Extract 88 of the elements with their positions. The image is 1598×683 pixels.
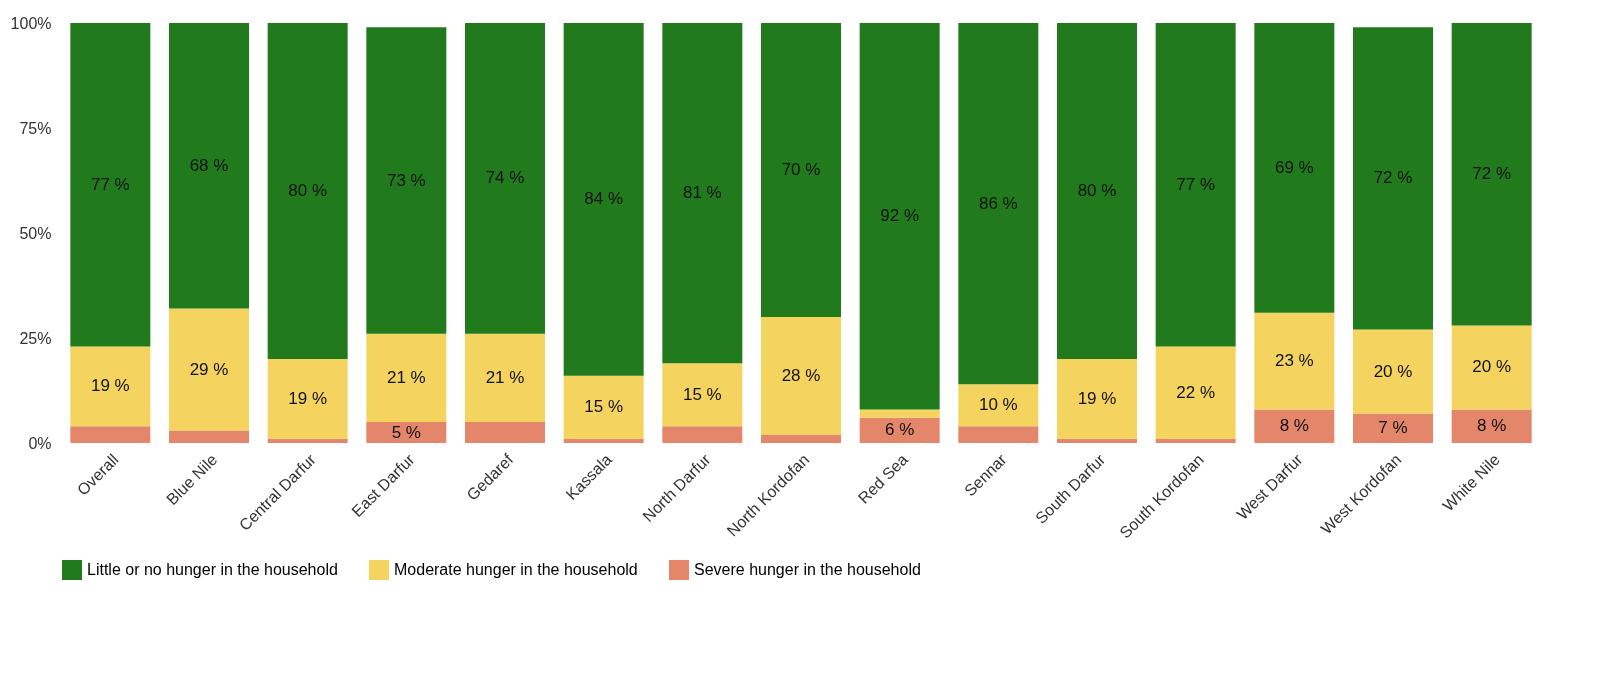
bar: [1254, 409, 1335, 443]
bar: [1353, 329, 1433, 414]
y-tick-label: 0%: [28, 434, 52, 452]
bar: [1451, 325, 1532, 410]
y-tick-label: 25%: [19, 329, 52, 347]
data-label: 70 %: [781, 160, 821, 179]
bar: [1451, 23, 1532, 326]
bar: [1254, 312, 1335, 410]
bar: [465, 422, 545, 443]
data-label: 15 %: [584, 397, 624, 417]
bar: [958, 426, 1039, 443]
data-label: 5 %: [391, 422, 421, 442]
data-label: 21 %: [485, 367, 525, 387]
y-tick-label: 50%: [19, 224, 52, 242]
bar: [366, 27, 447, 334]
data-label: 72 %: [1373, 168, 1413, 188]
data-label: 72 %: [1472, 164, 1512, 184]
data-label: 92 %: [880, 206, 920, 226]
data-label: 77 %: [90, 174, 130, 194]
data-label: 68 %: [189, 155, 229, 175]
data-label: 29 %: [189, 359, 229, 379]
data-label: 20 %: [1373, 361, 1413, 381]
bar: [662, 363, 743, 427]
bar: [1155, 23, 1236, 347]
data-label: 69 %: [1274, 157, 1314, 177]
bar: [761, 317, 841, 435]
data-label: 19 %: [90, 376, 130, 396]
data-label: 15 %: [682, 384, 722, 404]
data-label: 74 %: [485, 168, 525, 188]
data-label: 7 %: [1378, 418, 1408, 438]
data-label: 21 %: [386, 367, 426, 387]
bar: [169, 308, 249, 431]
data-label: 77 %: [1176, 174, 1216, 194]
data-label: 20 %: [1472, 357, 1512, 377]
bar: [169, 430, 249, 443]
bar: [1353, 413, 1433, 443]
data-label: 73 %: [386, 170, 426, 190]
data-label: 19 %: [288, 388, 328, 408]
data-label: 8 %: [1477, 416, 1507, 436]
legend-label: Little or no hunger in the household: [87, 561, 338, 578]
bar: [1155, 346, 1236, 439]
bar: [958, 384, 1039, 427]
legend-label: Moderate hunger in the household: [394, 561, 638, 578]
data-label: 84 %: [584, 189, 624, 209]
bar: [1353, 27, 1433, 330]
data-label: 8 %: [1279, 416, 1309, 436]
data-label: 86 %: [978, 193, 1018, 213]
bar: [1057, 23, 1137, 359]
data-label: 22 %: [1176, 382, 1216, 402]
data-label: 19 %: [1077, 388, 1117, 408]
y-tick-label: 75%: [19, 119, 52, 137]
data-label: 80 %: [1077, 181, 1117, 200]
bar: [267, 438, 348, 443]
bar: [465, 23, 545, 334]
data-label: 80 %: [288, 181, 328, 200]
bar: [465, 333, 545, 422]
bar: [366, 422, 447, 443]
data-label: 28 %: [781, 365, 821, 385]
bar: [761, 23, 841, 317]
data-label: 10 %: [978, 395, 1018, 415]
bar: [563, 438, 644, 443]
y-tick-label: 100%: [10, 14, 52, 32]
bar: [563, 375, 644, 439]
bar: [1057, 438, 1137, 443]
bar: [563, 23, 644, 376]
data-label: 81 %: [682, 183, 722, 203]
bar: [366, 333, 447, 422]
bar: [761, 434, 841, 443]
bar: [70, 426, 151, 443]
bar: [859, 409, 940, 418]
data-label: 23 %: [1274, 351, 1314, 371]
bar: [267, 23, 348, 359]
bar: [859, 417, 940, 443]
bar: [662, 426, 743, 443]
data-label: 6 %: [885, 420, 915, 440]
x-tick-label: Blue Nile: [163, 450, 221, 509]
bar: [1155, 438, 1236, 443]
bar: [169, 23, 249, 309]
bar: [662, 23, 743, 364]
bar: [1451, 409, 1532, 443]
bar: [859, 23, 940, 410]
legend-label: Severe hunger in the household: [694, 561, 921, 578]
bar: [1254, 23, 1335, 313]
bar: [958, 23, 1039, 385]
bar: [70, 346, 151, 427]
bar: [1057, 359, 1137, 439]
bar: [267, 359, 348, 439]
bar: [70, 23, 151, 347]
